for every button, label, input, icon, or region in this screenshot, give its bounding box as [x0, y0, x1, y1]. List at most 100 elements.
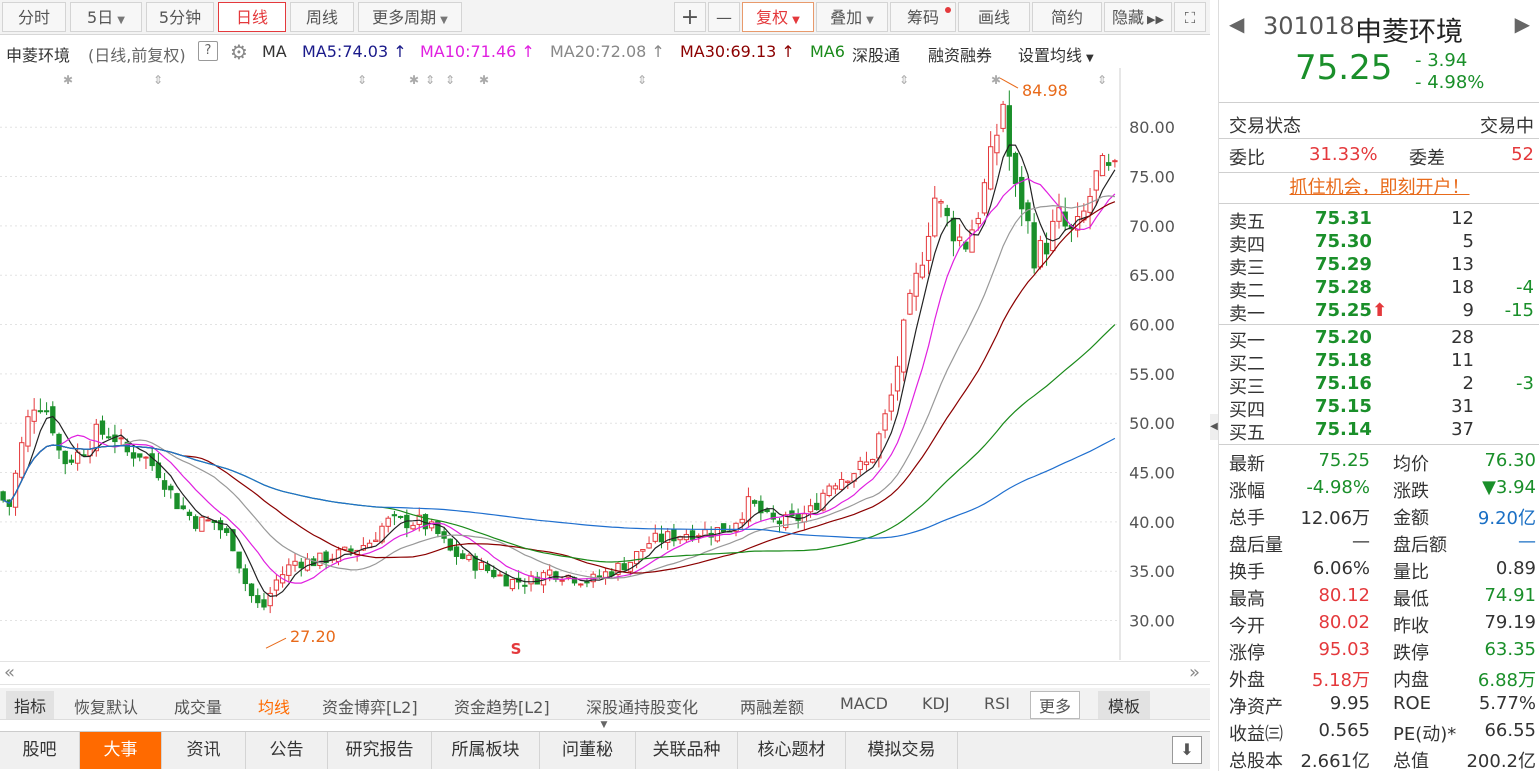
candle-down	[814, 502, 820, 511]
ask-row[interactable]: 卖四 75.30 5	[1219, 231, 1539, 256]
candle-up	[845, 480, 851, 483]
candle-down	[397, 515, 404, 518]
event-marker-icon: ⇕	[1097, 73, 1107, 87]
tab-fenshi[interactable]: 分时	[2, 2, 66, 32]
stat-row: 外盘 5.18万 内盘 6.88万	[1219, 666, 1539, 691]
candle-up	[335, 549, 342, 562]
tab-core-themes[interactable]: 核心题材	[738, 732, 846, 769]
ask-row[interactable]: 卖五 75.31 12	[1219, 208, 1539, 233]
collapse-handle-icon[interactable]: ▼	[600, 720, 608, 730]
double-chevron-left-icon[interactable]: «	[4, 662, 16, 683]
tab-5day[interactable]: 5日 ▼	[70, 2, 142, 32]
candle-up	[373, 539, 379, 542]
bid-row[interactable]: 买二 75.18 11	[1219, 350, 1539, 375]
download-icon[interactable]: ⬇	[1172, 736, 1202, 764]
indicator-label[interactable]: 指标	[6, 691, 55, 719]
ask-row[interactable]: 卖一 75.25⬆ 9 -15	[1219, 300, 1539, 325]
shengutong-link[interactable]: 深股通	[852, 46, 901, 65]
bid-row[interactable]: 买三 75.16 2 -3	[1219, 373, 1539, 398]
indicator-shengutong-holdings[interactable]: 深股通持股变化	[586, 698, 699, 717]
hide-button[interactable]: 隐藏 ▶▶	[1104, 2, 1172, 32]
prev-stock-icon[interactable]: ◀	[1229, 12, 1245, 36]
indicator-fund-game[interactable]: 资金博弈[L2]	[322, 698, 418, 717]
indicator-rsi[interactable]: RSI	[984, 694, 1010, 713]
tab-daily[interactable]: 日线	[218, 2, 286, 32]
ask-price: 75.31	[1315, 208, 1372, 229]
zoom-in-button[interactable]: +	[674, 2, 706, 32]
stat-label: 换手	[1229, 562, 1265, 583]
candle-down	[180, 505, 186, 510]
candle-down	[323, 551, 329, 564]
tab-related[interactable]: 关联品种	[636, 732, 738, 769]
margin-trading-link[interactable]: 融资融券	[928, 46, 993, 65]
indicator-more-button[interactable]: 更多	[1030, 691, 1081, 719]
stat-value: 6.88万	[1477, 670, 1536, 691]
indicator-volume[interactable]: 成交量	[174, 698, 223, 717]
divider	[1219, 102, 1539, 103]
y-tick-label: 80.00	[1129, 118, 1175, 137]
indicator-restore-default[interactable]: 恢复默认	[74, 698, 139, 717]
fullscreen-icon[interactable]: ⛶	[1174, 2, 1206, 32]
template-button[interactable]: 模板	[1098, 691, 1151, 719]
tab-news[interactable]: 资讯	[162, 732, 246, 769]
tab-announcements[interactable]: 公告	[246, 732, 328, 769]
ma60-value: MA6	[810, 42, 845, 61]
indicator-kdj[interactable]: KDJ	[922, 694, 950, 713]
candle-up	[1087, 195, 1093, 213]
ask-volume: 12	[1451, 208, 1474, 229]
ask-row[interactable]: 卖二 75.28 18 -4	[1219, 277, 1539, 302]
tab-sectors[interactable]: 所属板块	[432, 732, 540, 769]
tab-ask-board[interactable]: 问董秘	[540, 732, 636, 769]
promo-link[interactable]: 抓住机会，即刻开户！	[1289, 177, 1470, 198]
stock-name: 申菱环境	[1355, 17, 1463, 48]
candlestick-chart[interactable]: 80.00 75.00 70.00 65.00 60.00 55.00 50.00 45.00…	[0, 68, 1210, 660]
bid-label: 买四	[1229, 400, 1265, 421]
double-chevron-right-icon[interactable]: »	[1188, 662, 1200, 683]
more-periods-dropdown[interactable]: 更多周期 ▼	[358, 2, 462, 32]
stat-value: 12.06万	[1300, 508, 1370, 529]
ask-price-text: 75.25	[1315, 300, 1372, 321]
bid-row[interactable]: 买四 75.15 31	[1219, 396, 1539, 421]
chips-button[interactable]: 筹码	[890, 2, 956, 32]
tab-events[interactable]: 大事	[80, 732, 162, 769]
candle-up	[1000, 103, 1006, 129]
candle-up	[12, 472, 19, 508]
ask-label: 卖二	[1229, 281, 1265, 302]
promo-banner[interactable]: 抓住机会，即刻开户！	[1219, 172, 1539, 204]
candle-up	[410, 524, 416, 530]
set-ma-dropdown[interactable]: 设置均线 ▼	[1018, 42, 1094, 66]
simple-mode-button[interactable]: 简约	[1032, 2, 1102, 32]
tab-sim-trading[interactable]: 模拟交易	[846, 732, 958, 769]
chart-scrollbar[interactable]: « »	[0, 661, 1210, 685]
help-icon[interactable]: ?	[198, 41, 218, 61]
candle-down	[484, 564, 491, 572]
gear-icon[interactable]: ⚙	[230, 40, 248, 64]
zoom-out-button[interactable]: —	[708, 2, 740, 32]
ma-label: MA	[262, 42, 287, 61]
tab-guba[interactable]: 股吧	[0, 732, 80, 769]
tab-weekly[interactable]: 周线	[290, 2, 354, 32]
candle-down	[224, 528, 230, 533]
candle-up	[745, 496, 752, 522]
candle-down	[764, 509, 770, 513]
indicator-ma[interactable]: 均线	[258, 698, 291, 717]
draw-line-button[interactable]: 画线	[958, 2, 1030, 32]
next-stock-icon[interactable]: ▶	[1514, 12, 1530, 36]
indicator-margin-diff[interactable]: 两融差额	[740, 698, 805, 717]
indicator-macd[interactable]: MACD	[840, 694, 888, 713]
candle-up	[342, 546, 348, 550]
hide-label: 隐藏	[1112, 8, 1145, 27]
overlay-dropdown[interactable]: 叠加 ▼	[816, 2, 888, 32]
bid-row[interactable]: 买五 75.14 37	[1219, 419, 1539, 444]
bottom-tabs: 股吧 大事 资讯 公告 研究报告 所属板块 问董秘 关联品种 核心题材 模拟交易…	[0, 731, 1210, 769]
collapse-panel-icon[interactable]: ◀	[1210, 414, 1218, 440]
event-marker-icon: ⇕	[637, 73, 647, 87]
ask-row[interactable]: 卖三 75.29 13	[1219, 254, 1539, 279]
tab-research[interactable]: 研究报告	[328, 732, 432, 769]
indicator-fund-trend[interactable]: 资金趋势[L2]	[454, 698, 550, 717]
fuquan-dropdown[interactable]: 复权 ▼	[742, 2, 814, 32]
tab-5min[interactable]: 5分钟	[146, 2, 214, 32]
bid-row[interactable]: 买一 75.20 28	[1219, 327, 1539, 352]
candle-up	[838, 478, 845, 490]
bid-price: 75.16	[1315, 373, 1372, 394]
